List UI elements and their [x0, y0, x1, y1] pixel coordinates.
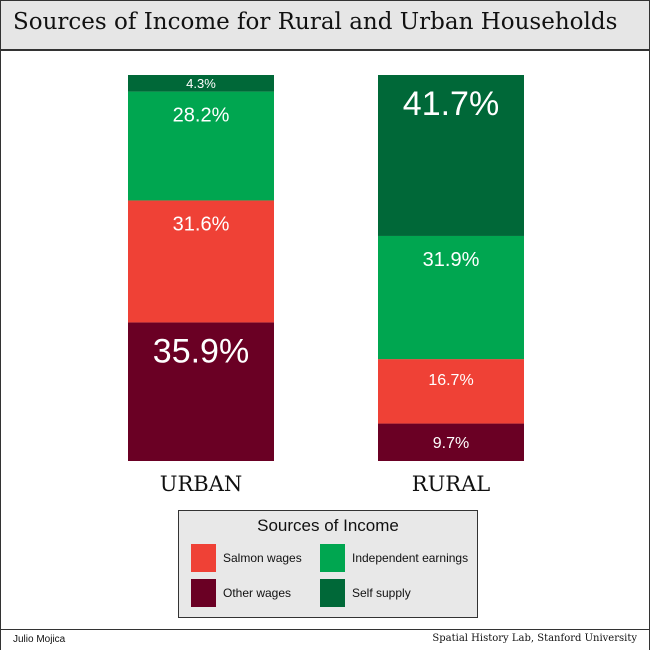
chart-title: Sources of Income for Rural and Urban Ho…	[13, 9, 618, 35]
footer: Julio Mojica Spatial History Lab, Stanfo…	[1, 629, 649, 650]
legend-swatch-independent-earnings	[320, 544, 345, 572]
legend-label-salmon-wages: Salmon wages	[223, 551, 302, 565]
data-label-rural-1: 16.7%	[428, 372, 473, 389]
category-label-urban: URBAN	[160, 472, 242, 496]
legend-label-other-wages: Other wages	[223, 586, 292, 600]
data-label-urban-0: 35.9%	[153, 332, 249, 370]
legend-title: Sources of Income	[257, 516, 399, 535]
stacked-bar-chart: 35.9% 31.6% 28.2% 4.3% URBAN 9.7% 16.7% 31.9% 41…	[128, 75, 524, 496]
legend-label-self-supply: Self supply	[352, 586, 411, 600]
legend-swatch-salmon-wages	[191, 544, 216, 572]
data-label-rural-0: 9.7%	[433, 435, 469, 452]
author-credit: Julio Mojica	[13, 634, 66, 645]
bar-segment-urban-2	[128, 91, 274, 201]
data-label-rural-3: 41.7%	[403, 85, 499, 123]
title-bar: Sources of Income for Rural and Urban Ho…	[1, 1, 649, 51]
bar-segment-urban-1	[128, 200, 274, 323]
category-label-rural: RURAL	[412, 472, 490, 496]
bar-segment-rural-1	[378, 359, 524, 424]
legend-swatch-other-wages	[191, 579, 216, 607]
legend-swatch-self-supply	[320, 579, 345, 607]
bar-segment-rural-3	[378, 75, 524, 236]
legend: Sources of Income Salmon wages Independe…	[178, 510, 478, 618]
data-label-rural-2: 31.9%	[423, 249, 480, 271]
data-label-urban-3: 4.3%	[186, 76, 216, 91]
legend-label-independent-earnings: Independent earnings	[352, 551, 469, 565]
data-label-urban-2: 28.2%	[173, 105, 230, 127]
data-label-urban-1: 31.6%	[173, 213, 230, 235]
bar-segment-urban-0	[128, 322, 274, 461]
bar-segment-rural-2	[378, 235, 524, 360]
bar-segment-rural-0	[378, 423, 524, 461]
bar-segment-urban-3	[128, 75, 274, 92]
source-credit: Spatial History Lab, Stanford University	[432, 633, 637, 644]
